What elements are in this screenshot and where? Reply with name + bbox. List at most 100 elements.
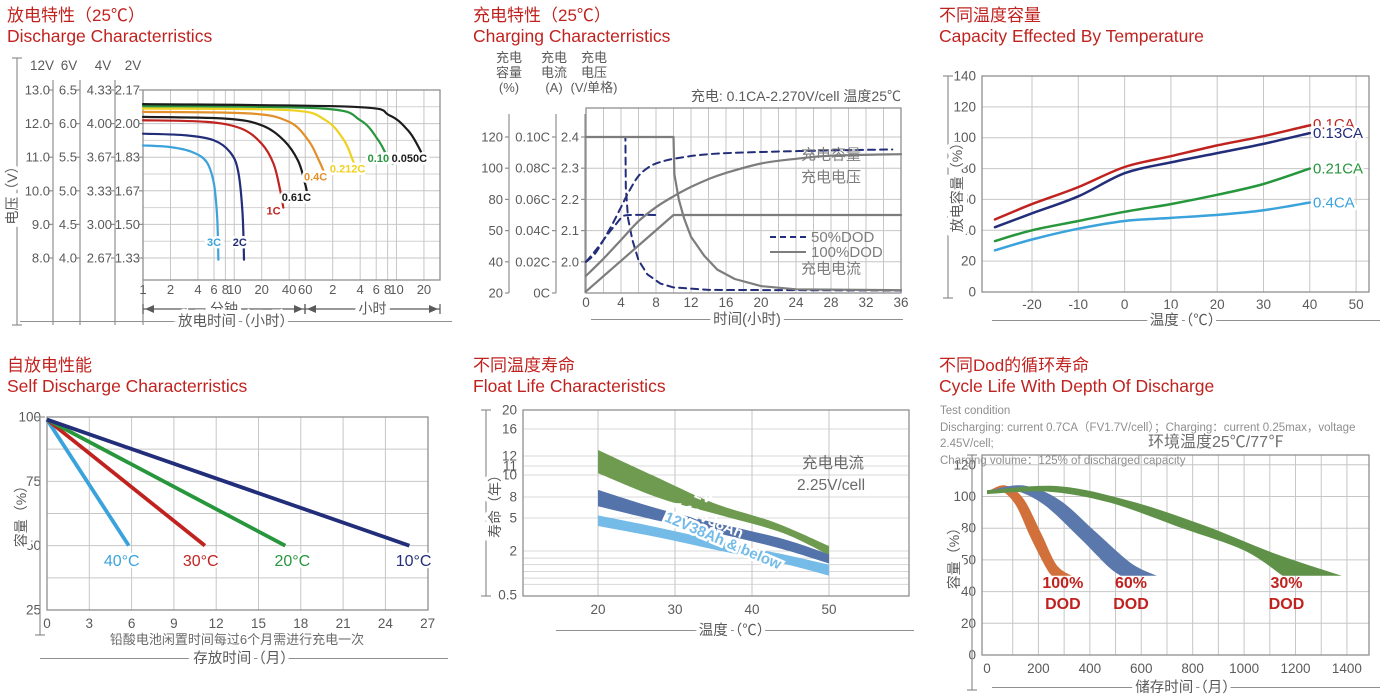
- chart-note: 铅酸电池闲置时间每过6个月需进行充电一次: [110, 632, 364, 647]
- axis-header: 电压: [581, 65, 607, 80]
- svg-text:6.0: 6.0: [59, 116, 77, 131]
- svg-text:1.83: 1.83: [115, 150, 140, 165]
- series-label: 2C: [233, 237, 247, 249]
- svg-text:100: 100: [481, 161, 503, 176]
- cycle-life-title: 不同Dod的循环寿命 Cycle Life With Depth Of Disc…: [939, 355, 1214, 398]
- svg-text:25: 25: [26, 602, 41, 617]
- series-0.13CA: [993, 131, 1312, 229]
- series-label: 0.4CA: [1313, 195, 1355, 212]
- chart-note: 2.25V/cell: [797, 477, 865, 494]
- svg-text:0.02C: 0.02C: [515, 254, 550, 269]
- scale-header: 12V: [30, 58, 54, 73]
- env-note: 环境温度25℃/77℉: [1148, 432, 1284, 451]
- svg-text:12: 12: [683, 295, 698, 310]
- float-life-title-zh: 不同温度寿命: [473, 356, 575, 375]
- series-label: 0.61C: [282, 192, 311, 204]
- band-12V38Ah & below: [598, 515, 829, 576]
- svg-text:4: 4: [357, 282, 364, 297]
- charging-title-en: Charging Characterristics: [473, 26, 671, 47]
- test-condition-line2: Discharging: current 0.7CA（FV1.7V/cell）；…: [940, 421, 1356, 451]
- series-1C: [141, 119, 285, 209]
- svg-text:9.0: 9.0: [32, 217, 50, 232]
- axis-header: 充电: [581, 50, 607, 65]
- svg-text:2.4: 2.4: [561, 130, 579, 145]
- series-0.4CA: [993, 201, 1312, 252]
- svg-text:0.04C: 0.04C: [515, 223, 550, 238]
- svg-text:0: 0: [582, 295, 590, 310]
- axis-header: (A): [545, 80, 562, 95]
- cycle-life-chart: 1201008050402000200400600800100012001400…: [942, 432, 1380, 700]
- svg-text:18: 18: [293, 616, 308, 631]
- svg-text:20: 20: [1210, 297, 1225, 312]
- svg-text:2.2: 2.2: [561, 192, 579, 207]
- svg-text:6: 6: [128, 616, 136, 631]
- svg-text:1400: 1400: [1332, 661, 1362, 676]
- test-condition-line1: Test condition: [940, 405, 1011, 417]
- svg-text:3.00: 3.00: [87, 217, 112, 232]
- capacity-temperature-title-zh: 不同温度容量: [939, 6, 1041, 25]
- svg-text:40: 40: [744, 602, 759, 617]
- svg-text:1.33: 1.33: [115, 251, 140, 266]
- svg-text:8: 8: [652, 295, 660, 310]
- capacity-temperature-title: 不同温度容量 Capacity Effected By Temperature: [939, 5, 1204, 48]
- series-label: 0.050C: [392, 153, 428, 165]
- scale-header: 2V: [125, 58, 142, 73]
- float-life-title-en: Float Life Characteristics: [473, 376, 666, 397]
- series-voltage-100dod: [584, 213, 903, 293]
- svg-text:9: 9: [170, 616, 178, 631]
- svg-text:20: 20: [489, 286, 503, 301]
- svg-text:2: 2: [329, 282, 336, 297]
- chart-note: 充电电流: [802, 454, 864, 472]
- axis-header: 容量: [496, 65, 522, 80]
- svg-text:40: 40: [1302, 297, 1317, 312]
- svg-text:8.0: 8.0: [32, 251, 50, 266]
- curve-label: 充电电压: [801, 169, 861, 186]
- svg-text:6.5: 6.5: [59, 83, 77, 98]
- svg-text:13.0: 13.0: [25, 83, 50, 98]
- svg-text:6: 6: [210, 282, 217, 297]
- svg-text:2.3: 2.3: [561, 161, 579, 176]
- series-label: 0.212C: [330, 163, 366, 175]
- svg-text:36: 36: [893, 295, 908, 310]
- series-2C: [141, 132, 246, 261]
- svg-text:40: 40: [489, 254, 503, 269]
- svg-text:50: 50: [489, 223, 503, 238]
- svg-text:4: 4: [617, 295, 625, 310]
- svg-text:40: 40: [961, 223, 976, 238]
- axis-label: 储存时间（月）: [1135, 679, 1237, 696]
- svg-text:15: 15: [251, 616, 266, 631]
- capacity-temperature-chart: -20 -10 0 10 20 30 40 50 140 120 100 80 50 40 20 0 0.1CA…: [943, 68, 1380, 333]
- svg-text:50: 50: [821, 602, 836, 617]
- svg-text:3.67: 3.67: [87, 150, 112, 165]
- svg-text:小时: 小时: [359, 301, 387, 317]
- discharge-title: 放电特性（25℃） Discharge Characterristics: [7, 5, 212, 48]
- svg-text:200: 200: [1027, 661, 1050, 676]
- y-axis-label: 容量（%）: [13, 479, 29, 547]
- band-label: DOD: [1045, 596, 1081, 613]
- svg-text:2: 2: [509, 544, 517, 559]
- svg-text:400: 400: [1079, 661, 1102, 676]
- svg-text:16: 16: [718, 295, 733, 310]
- panel-capacity-temperature: 不同温度容量 Capacity Effected By Temperature …: [932, 0, 1400, 350]
- series-label: 0.10C: [368, 153, 397, 165]
- svg-text:0: 0: [43, 616, 51, 631]
- band-label: DOD: [1113, 596, 1149, 613]
- self-discharge-title: 自放电性能 Self Discharge Characterristics: [7, 355, 247, 398]
- svg-text:2: 2: [167, 282, 174, 297]
- svg-text:40: 40: [961, 584, 976, 599]
- legend-item: 50%DOD: [811, 229, 875, 246]
- svg-text:2.00: 2.00: [115, 116, 140, 131]
- svg-text:10.0: 10.0: [25, 183, 50, 198]
- svg-text:8: 8: [509, 490, 517, 505]
- band-60%: [987, 485, 1157, 576]
- svg-text:120: 120: [481, 130, 503, 145]
- svg-text:1.50: 1.50: [115, 217, 140, 232]
- svg-text:100: 100: [18, 410, 41, 425]
- svg-text:0: 0: [983, 661, 991, 676]
- band-2V: [598, 449, 829, 556]
- svg-text:0: 0: [968, 285, 976, 300]
- y-axis-label: 放电容量（%）: [949, 136, 965, 232]
- series-voltage-50dod: [585, 213, 657, 263]
- svg-text:12.0: 12.0: [25, 116, 50, 131]
- discharge-title-zh: 放电特性（25℃）: [7, 6, 145, 25]
